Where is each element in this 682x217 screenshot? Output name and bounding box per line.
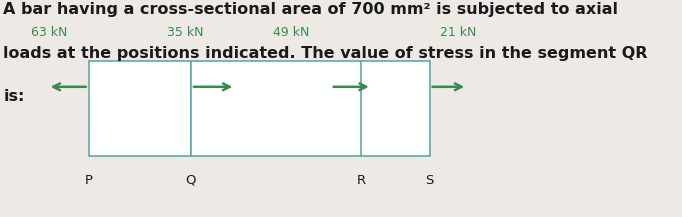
Text: 35 kN: 35 kN <box>167 26 204 39</box>
Text: 63 kN: 63 kN <box>31 26 67 39</box>
Text: 21 kN: 21 kN <box>440 26 476 39</box>
Bar <box>89 61 191 156</box>
Text: A bar having a cross-sectional area of 700 mm² is subjected to axial: A bar having a cross-sectional area of 7… <box>3 2 619 17</box>
Text: 49 kN: 49 kN <box>273 26 309 39</box>
Text: Q: Q <box>186 174 196 187</box>
Text: R: R <box>357 174 366 187</box>
Text: S: S <box>426 174 434 187</box>
Text: loads at the positions indicated. The value of stress in the segment QR: loads at the positions indicated. The va… <box>3 46 648 61</box>
Text: is:: is: <box>3 89 25 104</box>
Bar <box>191 61 430 156</box>
Text: P: P <box>85 174 93 187</box>
